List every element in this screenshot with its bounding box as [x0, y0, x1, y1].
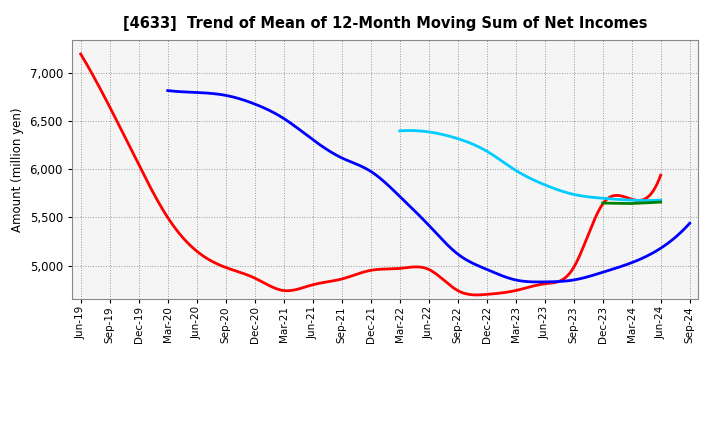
3 Years	[431, 271, 440, 276]
5 Years	[534, 279, 542, 285]
7 Years	[616, 197, 625, 202]
Line: 7 Years: 7 Years	[400, 131, 661, 201]
7 Years	[556, 188, 564, 193]
3 Years	[604, 195, 613, 201]
3 Years	[472, 292, 481, 297]
3 Years	[657, 172, 665, 178]
3 Years	[422, 266, 431, 271]
5 Years	[483, 267, 492, 272]
5 Years	[605, 268, 613, 273]
5 Years	[474, 263, 483, 268]
5 Years	[165, 88, 174, 93]
7 Years	[396, 128, 405, 133]
10 Years	[657, 199, 665, 205]
3 Years	[78, 55, 87, 60]
3 Years	[420, 265, 428, 271]
5 Years	[685, 220, 694, 226]
5 Years	[638, 256, 647, 261]
7 Years	[395, 128, 404, 134]
7 Years	[657, 198, 665, 203]
3 Years	[76, 51, 85, 57]
7 Years	[552, 187, 560, 192]
3 Years	[567, 268, 576, 274]
Line: 5 Years: 5 Years	[168, 91, 690, 282]
7 Years	[642, 198, 651, 203]
10 Years	[627, 201, 636, 206]
Line: 10 Years: 10 Years	[603, 202, 661, 204]
10 Years	[598, 200, 607, 205]
5 Years	[472, 263, 481, 268]
7 Years	[405, 128, 413, 133]
5 Years	[163, 88, 172, 93]
Y-axis label: Amount (million yen): Amount (million yen)	[11, 107, 24, 231]
Line: 3 Years: 3 Years	[81, 54, 661, 295]
7 Years	[551, 186, 559, 191]
7 Years	[633, 198, 642, 203]
Title: [4633]  Trend of Mean of 12-Month Moving Sum of Net Incomes: [4633] Trend of Mean of 12-Month Moving …	[123, 16, 647, 32]
